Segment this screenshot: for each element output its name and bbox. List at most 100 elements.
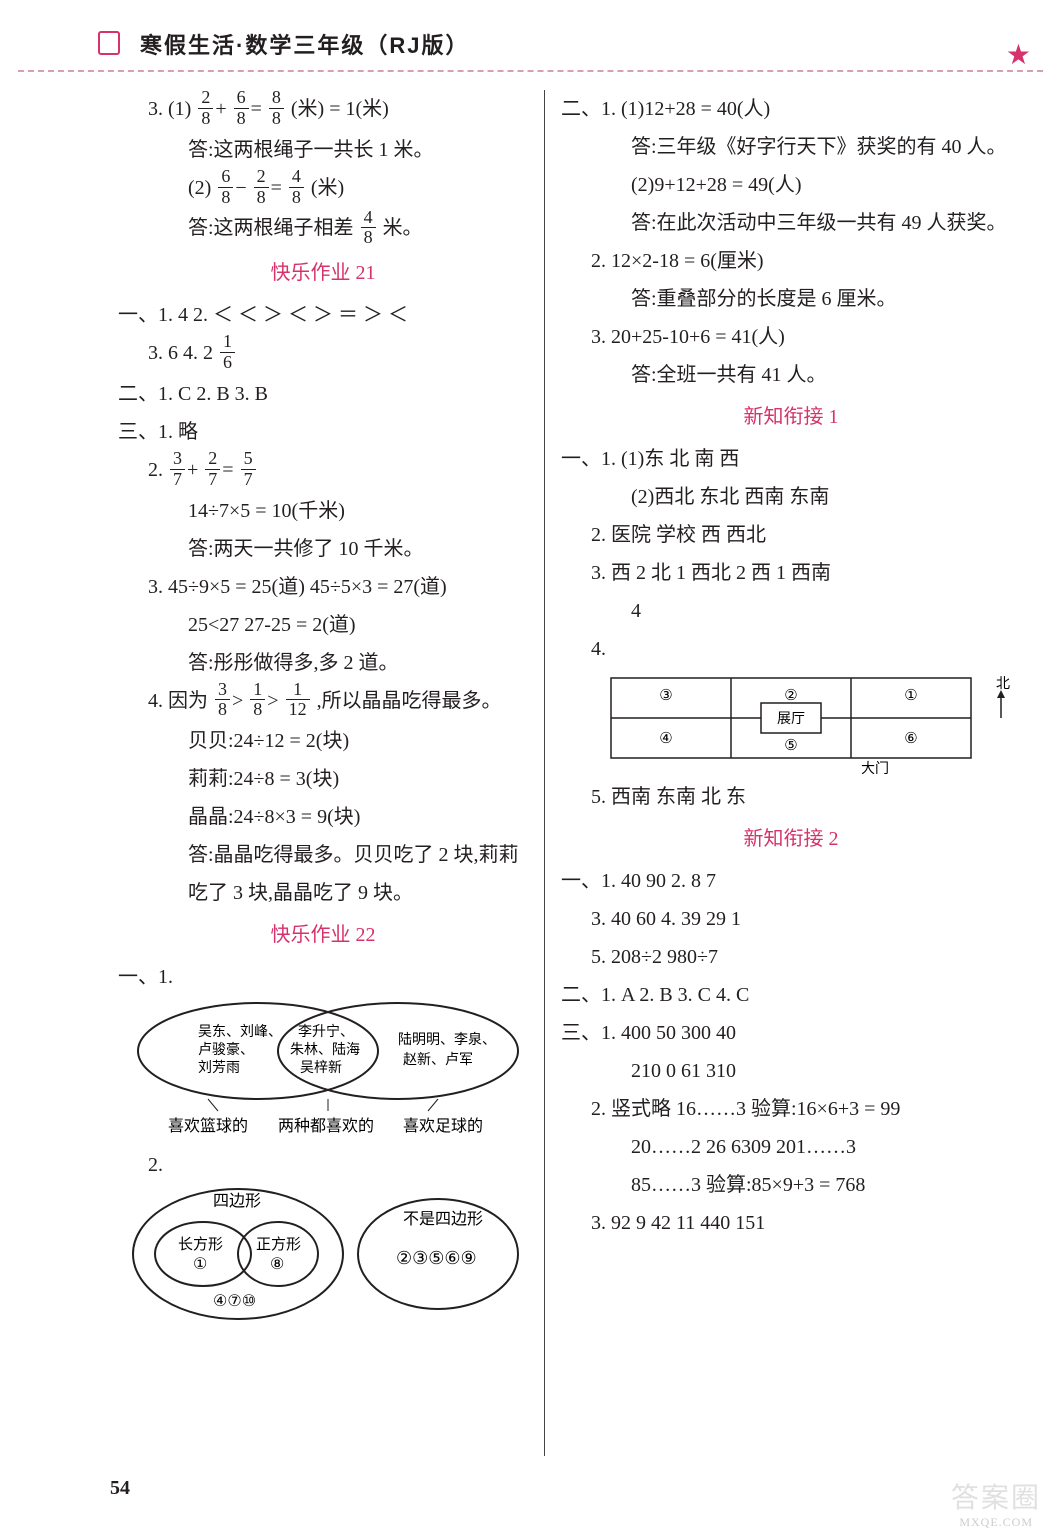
text: 210 0 61 310 bbox=[561, 1052, 1021, 1090]
text: 2. 12×2-18 = 6(厘米) bbox=[561, 242, 1021, 280]
text: (米) = 1(米) bbox=[291, 98, 389, 120]
text: 三、1. 400 50 300 40 bbox=[561, 1014, 1021, 1052]
text: 答:晶晶吃得最多。贝贝吃了 2 块,莉莉 bbox=[118, 836, 528, 874]
fraction: 57 bbox=[241, 449, 256, 490]
venn-mid-1: 李升宁、 bbox=[298, 1023, 354, 1040]
text: 答:全班一共有 41 人。 bbox=[561, 356, 1021, 394]
quad-bottom: ④⑦⑩ bbox=[213, 1293, 256, 1310]
venn-label-mid: 两种都喜欢的 bbox=[278, 1117, 374, 1135]
text: 3. 20+25-10+6 = 41(人) bbox=[561, 318, 1021, 356]
text: 答:重叠部分的长度是 6 厘米。 bbox=[561, 280, 1021, 318]
venn-label-left: 喜欢篮球的 bbox=[168, 1117, 248, 1135]
fraction: 16 bbox=[220, 332, 235, 373]
text: 贝贝:24÷12 = 2(块) bbox=[118, 722, 528, 760]
quad-right-nums: ②③⑤⑥⑨ bbox=[396, 1248, 477, 1268]
star-icon: ★ bbox=[1006, 38, 1031, 72]
fraction: 48 bbox=[361, 208, 376, 249]
venn-diagram: 吴东、刘峰、 卢骏豪、 刘芳雨 李升宁、 朱林、陆海 吴梓新 陆明明、李泉、 赵… bbox=[118, 996, 528, 1146]
venn-left-1: 吴东、刘峰、 bbox=[198, 1024, 282, 1040]
fraction: 28 bbox=[254, 167, 269, 208]
text: ,所以晶晶吃得最多。 bbox=[317, 690, 502, 712]
s21-3-2: 2. 37+ 27= 57 bbox=[118, 451, 528, 492]
text: (2)西北 东北 西南 东南 bbox=[561, 478, 1021, 516]
text: 4. 因为 bbox=[148, 690, 208, 712]
fraction: 18 bbox=[250, 680, 265, 721]
s21-3-1: 三、1. 略 bbox=[118, 413, 528, 451]
north-label: 北 bbox=[996, 676, 1010, 692]
quad-diagram: 四边形 长方形 ① 正方形 ⑧ ④⑦⑩ 不是四边形 ②③⑤⑥⑨ bbox=[118, 1184, 528, 1324]
text: 2. 医院 学校 西 西北 bbox=[561, 516, 1021, 554]
text: 3. 西 2 北 1 西北 2 西 1 西南 bbox=[561, 554, 1021, 592]
cell-4: ④ bbox=[659, 731, 672, 747]
text: (米) bbox=[311, 177, 344, 199]
q3-2: (2) 68− 28= 48 (米) bbox=[118, 169, 528, 210]
header-rule bbox=[18, 70, 1043, 72]
s22-1-label: 一、1. bbox=[118, 958, 528, 996]
venn-right-1: 陆明明、李泉、 bbox=[398, 1031, 496, 1048]
quad-rect: 长方形 bbox=[178, 1236, 223, 1253]
s21-1-3: 3. 6 4. 2 16 bbox=[118, 334, 528, 375]
text: 3. 45÷9×5 = 25(道) 45÷5×3 = 27(道) bbox=[118, 568, 528, 606]
fraction: 38 bbox=[215, 680, 230, 721]
text: 二、1. (1)12+28 = 40(人) bbox=[561, 90, 1021, 128]
cell-3: ③ bbox=[659, 688, 672, 704]
page-number: 54 bbox=[110, 1477, 130, 1500]
text: 3. 92 9 42 11 440 151 bbox=[561, 1204, 1021, 1242]
quad-square-num: ⑧ bbox=[270, 1256, 284, 1273]
text: 晶晶:24÷8×3 = 9(块) bbox=[118, 798, 528, 836]
text: 2. bbox=[148, 459, 168, 481]
text: 莉莉:24÷8 = 3(块) bbox=[118, 760, 528, 798]
text: 3. 6 4. 2 bbox=[148, 342, 218, 364]
text: 答:彤彤做得多,多 2 道。 bbox=[118, 644, 528, 682]
text: 答:两天一共修了 10 千米。 bbox=[118, 530, 528, 568]
hall-label: 展厅 bbox=[777, 712, 805, 727]
text: 答:三年级《好字行天下》获奖的有 40 人。 bbox=[561, 128, 1021, 166]
text: 答:这两根绳子相差 bbox=[188, 217, 354, 239]
venn-mid-3: 吴梓新 bbox=[300, 1060, 342, 1076]
quad-outer-left: 四边形 bbox=[213, 1192, 261, 1210]
text: 米。 bbox=[383, 217, 423, 239]
cell-5: ⑤ bbox=[784, 738, 797, 754]
fraction: 27 bbox=[205, 449, 220, 490]
text: 2. 竖式略 16……3 验算:16×6+3 = 99 bbox=[561, 1090, 1021, 1128]
venn-label-right: 喜欢足球的 bbox=[403, 1117, 483, 1135]
cell-2: ② bbox=[784, 688, 797, 704]
s22-2-label: 2. bbox=[118, 1146, 528, 1184]
text: 二、1. A 2. B 3. C 4. C bbox=[561, 976, 1021, 1014]
q3-1: 3. (1) 28+ 68= 88 (米) = 1(米) bbox=[118, 90, 528, 131]
fraction: 28 bbox=[198, 88, 213, 129]
cell-6: ⑥ bbox=[904, 731, 917, 747]
fraction: 68 bbox=[218, 167, 233, 208]
floor-plan-diagram: ③ ② ① ④ ⑤ ⑥ 展厅 大门 北 bbox=[601, 668, 1021, 778]
content-area: 3. (1) 28+ 68= 88 (米) = 1(米) 答:这两根绳子一共长 … bbox=[110, 90, 1021, 1456]
column-divider bbox=[544, 90, 545, 1456]
quad-square: 正方形 bbox=[256, 1236, 301, 1253]
watermark: 答案圈 bbox=[951, 1476, 1041, 1516]
text: 5. 西南 东南 北 东 bbox=[561, 778, 1021, 816]
s21-3-4: 4. 因为 38> 18> 112 ,所以晶晶吃得最多。 bbox=[118, 682, 528, 723]
text: 答:在此次活动中三年级一共有 49 人获奖。 bbox=[561, 204, 1021, 242]
fraction: 37 bbox=[170, 449, 185, 490]
left-column: 3. (1) 28+ 68= 88 (米) = 1(米) 答:这两根绳子一共长 … bbox=[110, 90, 536, 1456]
text: (2) bbox=[188, 177, 211, 199]
header-title: 寒假生活·数学三年级（RJ版） bbox=[140, 33, 469, 58]
text: 一、1. 40 90 2. 8 7 bbox=[561, 862, 1021, 900]
cell-1: ① bbox=[904, 688, 917, 704]
q3-1-ans: 答:这两根绳子一共长 1 米。 bbox=[118, 131, 528, 169]
text: 20……2 26 6309 201……3 bbox=[561, 1128, 1021, 1166]
x1-4-label: 4. bbox=[561, 630, 1021, 668]
section-title-21: 快乐作业 21 bbox=[118, 254, 528, 292]
page-header: 寒假生活·数学三年级（RJ版） ★ bbox=[0, 28, 1061, 68]
watermark-sub: MXQE.COM bbox=[959, 1515, 1033, 1530]
fraction: 68 bbox=[234, 88, 249, 129]
text: 14÷7×5 = 10(千米) bbox=[118, 492, 528, 530]
fraction: 88 bbox=[269, 88, 284, 129]
book-icon bbox=[95, 28, 125, 58]
venn-mid-2: 朱林、陆海 bbox=[290, 1042, 360, 1058]
text: 一、1. (1)东 北 南 西 bbox=[561, 440, 1021, 478]
fraction: 48 bbox=[289, 167, 304, 208]
section-title-22: 快乐作业 22 bbox=[118, 916, 528, 954]
text: 25<27 27-25 = 2(道) bbox=[118, 606, 528, 644]
text: 4 bbox=[561, 592, 1021, 630]
text: 3. (1) bbox=[148, 98, 191, 120]
